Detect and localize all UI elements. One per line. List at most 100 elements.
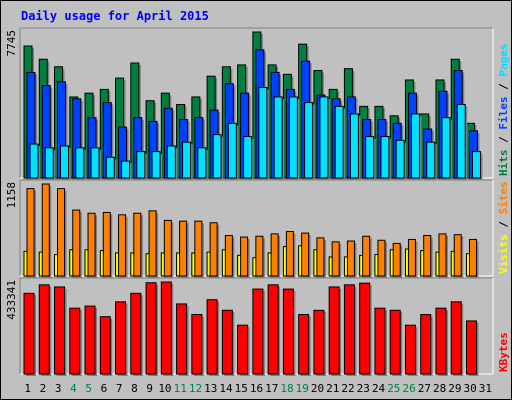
bar-kbytes-day-8 bbox=[130, 292, 142, 375]
x-tick-label-day-29: 29 bbox=[448, 382, 461, 395]
bar-pages-day-3 bbox=[60, 145, 70, 179]
x-tick-label-day-23: 23 bbox=[357, 382, 370, 395]
x-tick-label-day-28: 28 bbox=[433, 382, 446, 395]
bar-sites-day-21 bbox=[331, 241, 340, 277]
bar-pages-day-6 bbox=[105, 156, 115, 179]
bar-pages-day-11 bbox=[182, 141, 192, 179]
bar-kbytes-day-7 bbox=[115, 301, 127, 375]
bar-sites-day-11 bbox=[179, 220, 188, 277]
bar-kbytes-day-9 bbox=[145, 282, 157, 375]
bar-pages-day-4 bbox=[75, 147, 85, 179]
bar-kbytes-day-30 bbox=[465, 320, 477, 375]
x-tick-label-day-22: 22 bbox=[341, 382, 354, 395]
bar-sites-day-22 bbox=[346, 240, 355, 277]
bar-kbytes-day-13 bbox=[206, 299, 218, 375]
legend-part-visits: Visits bbox=[497, 234, 510, 274]
bar-sites-day-18 bbox=[285, 231, 294, 277]
bar-pages-day-20 bbox=[319, 96, 329, 179]
bar-kbytes-day-28 bbox=[435, 307, 447, 375]
legend-part-hits: Hits bbox=[497, 150, 510, 177]
bar-pages-day-8 bbox=[136, 151, 146, 179]
x-tick-label-day-5: 5 bbox=[85, 382, 92, 395]
bar-sites-day-20 bbox=[316, 237, 325, 277]
legend-separator: / bbox=[497, 214, 510, 234]
legend-label-panel-3: KBytes bbox=[497, 332, 510, 372]
bar-sites-day-17 bbox=[270, 233, 279, 277]
bar-sites-day-13 bbox=[209, 222, 218, 277]
bar-sites-day-6 bbox=[102, 211, 111, 277]
bar-kbytes-day-20 bbox=[313, 309, 325, 375]
bar-kbytes-day-19 bbox=[298, 314, 310, 375]
legend-separator: / bbox=[497, 77, 510, 97]
bar-kbytes-day-4 bbox=[69, 307, 81, 375]
bar-pages-day-10 bbox=[166, 145, 176, 179]
x-tick-label-day-25: 25 bbox=[387, 382, 400, 395]
x-tick-label-day-12: 12 bbox=[189, 382, 202, 395]
x-tick-label-day-2: 2 bbox=[40, 382, 47, 395]
bar-pages-day-22 bbox=[349, 113, 359, 179]
x-tick-label-day-8: 8 bbox=[131, 382, 138, 395]
legend-part-pages: Pages bbox=[497, 44, 510, 77]
bar-pages-day-29 bbox=[456, 103, 466, 179]
x-tick-label-day-20: 20 bbox=[311, 382, 324, 395]
bar-pages-day-28 bbox=[441, 117, 451, 179]
x-tick-label-day-24: 24 bbox=[372, 382, 386, 395]
bar-kbytes-day-25 bbox=[389, 309, 401, 375]
bar-sites-day-9 bbox=[148, 210, 157, 277]
bar-sites-day-4 bbox=[72, 209, 81, 277]
bar-sites-day-28 bbox=[438, 233, 447, 277]
bar-pages-day-5 bbox=[90, 147, 100, 179]
bar-pages-day-21 bbox=[334, 105, 344, 179]
x-tick-label-day-9: 9 bbox=[146, 382, 153, 395]
legend-part-kbytes: KBytes bbox=[497, 332, 510, 372]
bar-pages-day-27 bbox=[426, 141, 436, 179]
bar-kbytes-day-24 bbox=[374, 307, 386, 375]
x-tick-label-day-16: 16 bbox=[250, 382, 263, 395]
bar-kbytes-day-11 bbox=[176, 303, 188, 375]
bar-kbytes-day-27 bbox=[420, 314, 432, 375]
chart-title: Daily usage for April 2015 bbox=[21, 9, 209, 23]
x-tick-label-day-1: 1 bbox=[24, 382, 31, 395]
legend-part-files: Files bbox=[497, 97, 510, 130]
x-tick-label-day-6: 6 bbox=[101, 382, 108, 395]
x-tick-label-day-15: 15 bbox=[235, 382, 248, 395]
bar-kbytes-day-15 bbox=[237, 324, 249, 375]
bar-sites-day-8 bbox=[133, 212, 142, 277]
bar-pages-day-30 bbox=[471, 151, 481, 179]
x-tick-label-day-17: 17 bbox=[265, 382, 278, 395]
bar-sites-day-12 bbox=[194, 220, 203, 277]
bar-sites-day-2 bbox=[41, 183, 50, 277]
bar-sites-day-23 bbox=[362, 235, 371, 277]
bar-sites-day-7 bbox=[118, 214, 127, 277]
legend-label-panel-1: Hits / Files / Pages bbox=[497, 44, 510, 177]
bar-pages-day-18 bbox=[288, 96, 298, 179]
bar-pages-day-7 bbox=[121, 160, 131, 179]
bar-sites-day-24 bbox=[377, 239, 386, 277]
bar-sites-day-5 bbox=[87, 212, 96, 277]
legend-part-sites: Sites bbox=[497, 181, 510, 214]
bar-pages-day-1 bbox=[29, 143, 39, 179]
bar-sites-day-30 bbox=[468, 238, 477, 277]
bar-kbytes-day-3 bbox=[54, 286, 66, 375]
x-tick-label-day-26: 26 bbox=[402, 382, 415, 395]
bar-pages-day-12 bbox=[197, 147, 207, 179]
x-tick-label-day-14: 14 bbox=[219, 382, 233, 395]
x-tick-label-day-3: 3 bbox=[55, 382, 62, 395]
bar-kbytes-day-14 bbox=[221, 309, 233, 375]
bar-kbytes-day-23 bbox=[359, 282, 371, 375]
bar-sites-day-15 bbox=[240, 236, 249, 277]
bar-pages-day-24 bbox=[380, 136, 390, 179]
bar-kbytes-day-21 bbox=[328, 286, 340, 375]
bar-pages-day-19 bbox=[304, 102, 314, 179]
bar-sites-day-16 bbox=[255, 235, 264, 277]
bar-pages-day-25 bbox=[395, 139, 405, 179]
bar-kbytes-day-18 bbox=[282, 288, 294, 375]
x-tick-label-day-10: 10 bbox=[158, 382, 171, 395]
x-tick-label-day-7: 7 bbox=[116, 382, 123, 395]
x-tick-label-day-11: 11 bbox=[174, 382, 187, 395]
bar-pages-day-15 bbox=[243, 136, 253, 179]
bar-pages-day-26 bbox=[410, 113, 420, 179]
y-max-label-panel-3: 433341 bbox=[5, 280, 18, 320]
bar-sites-day-19 bbox=[301, 232, 310, 277]
